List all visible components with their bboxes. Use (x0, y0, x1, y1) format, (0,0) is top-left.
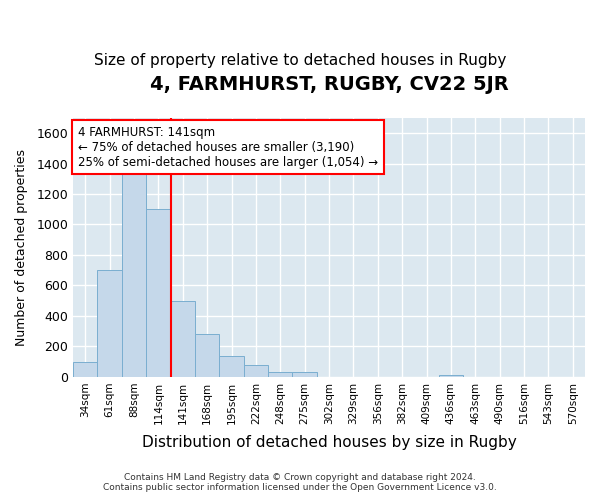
Text: 4 FARMHURST: 141sqm
← 75% of detached houses are smaller (3,190)
25% of semi-det: 4 FARMHURST: 141sqm ← 75% of detached ho… (78, 126, 379, 168)
Text: Size of property relative to detached houses in Rugby: Size of property relative to detached ho… (94, 52, 506, 68)
Bar (170, 300, 195, 377)
Bar (439, 374, 463, 377)
Bar (146, 209, 170, 377)
Y-axis label: Number of detached properties: Number of detached properties (15, 149, 28, 346)
Bar (268, 372, 292, 377)
X-axis label: Distribution of detached houses by size in Rugby: Distribution of detached houses by size … (142, 435, 517, 450)
Bar (195, 334, 220, 377)
Bar (73, 362, 97, 377)
Bar (97, 270, 122, 377)
Text: Contains HM Land Registry data © Crown copyright and database right 2024.
Contai: Contains HM Land Registry data © Crown c… (103, 473, 497, 492)
Title: 4, FARMHURST, RUGBY, CV22 5JR: 4, FARMHURST, RUGBY, CV22 5JR (149, 75, 508, 94)
Bar (220, 356, 244, 377)
Bar (122, 172, 146, 377)
Bar (292, 372, 317, 377)
Bar (244, 366, 268, 377)
